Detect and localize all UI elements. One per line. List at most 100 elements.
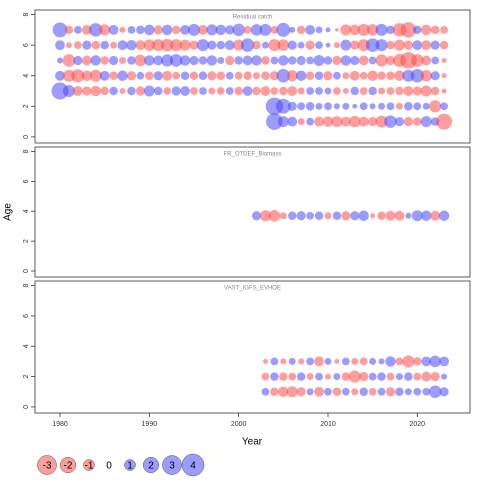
panel-title: VAST_IGFS_EVHOE <box>224 286 281 292</box>
bubble <box>65 42 72 49</box>
y-tick-label: 8 <box>23 284 30 288</box>
bubble <box>385 55 396 66</box>
legend-bubble <box>83 459 95 471</box>
bubble <box>421 24 432 36</box>
bubble <box>73 25 82 34</box>
bubble <box>430 210 441 221</box>
bubble <box>377 387 386 396</box>
bubble <box>441 73 447 79</box>
bubble <box>296 372 306 381</box>
bubble <box>334 358 340 364</box>
bubble <box>313 54 325 66</box>
bubble <box>117 40 128 51</box>
bubble <box>314 116 324 127</box>
bubble <box>250 24 263 36</box>
bubble <box>400 22 417 38</box>
bubble <box>296 211 306 221</box>
bubble <box>395 387 404 397</box>
bubble <box>440 102 448 111</box>
bubble <box>348 370 361 383</box>
bubble <box>386 372 395 381</box>
bubble <box>378 358 385 365</box>
bubble <box>349 115 361 128</box>
bubble <box>215 24 227 36</box>
bubble <box>385 387 396 397</box>
bubble <box>233 39 245 51</box>
legend-label: -2 <box>64 461 73 472</box>
bubble <box>420 116 432 128</box>
bubble <box>341 387 350 396</box>
bubble <box>295 70 307 81</box>
bubble <box>187 23 201 36</box>
bubble <box>100 56 109 65</box>
bubble <box>436 113 453 130</box>
bubble <box>377 372 386 381</box>
bubble <box>349 70 360 81</box>
bubble <box>359 102 368 111</box>
legend-label: 0 <box>106 461 112 472</box>
legend-label: 3 <box>169 461 175 472</box>
bubble <box>287 86 298 96</box>
bubble <box>270 56 279 65</box>
bubble <box>207 40 217 50</box>
bubble <box>134 54 147 67</box>
bubble <box>306 388 314 396</box>
bubble <box>100 40 109 50</box>
bubble <box>377 71 386 80</box>
bubble <box>331 116 343 128</box>
bubble <box>119 88 126 95</box>
bubble <box>385 210 396 221</box>
bubble <box>266 113 283 130</box>
bubble <box>325 27 331 33</box>
bubble <box>324 102 332 111</box>
bubble <box>109 86 118 96</box>
bubble <box>305 24 316 35</box>
bubble <box>126 71 137 81</box>
bubble <box>276 22 291 37</box>
bubble <box>288 372 297 381</box>
bubble <box>440 25 448 34</box>
bubble <box>62 84 75 98</box>
bubble <box>369 357 377 365</box>
bubble <box>126 39 137 51</box>
bubble <box>342 102 350 110</box>
bubble <box>315 102 323 110</box>
bubble <box>315 41 323 50</box>
bubble <box>268 209 281 222</box>
bubble <box>413 25 422 35</box>
bubble <box>99 70 110 81</box>
bubble <box>341 211 351 221</box>
bubble <box>332 211 342 220</box>
bubble <box>287 116 298 127</box>
bubble <box>73 55 83 66</box>
x-tick-label: 1980 <box>52 421 68 428</box>
bubble <box>127 25 136 34</box>
bubble <box>82 40 92 50</box>
bubble <box>314 71 324 80</box>
bubble <box>81 24 92 35</box>
bubble <box>306 117 315 126</box>
bubble <box>296 55 306 66</box>
bubble <box>411 54 424 67</box>
bubble <box>333 71 341 80</box>
bubble <box>422 387 431 396</box>
bubble <box>438 210 450 221</box>
bubble <box>162 70 173 81</box>
bubble <box>199 87 207 95</box>
bubble <box>52 22 68 38</box>
bubble <box>395 357 404 366</box>
y-tick-label: 2 <box>23 239 30 243</box>
bubble <box>420 85 432 97</box>
bubble <box>153 71 163 81</box>
y-tick-label: 4 <box>23 209 30 213</box>
bubble <box>196 39 209 52</box>
y-tick-label: 8 <box>23 13 30 17</box>
bubble <box>72 86 83 96</box>
bubble <box>135 86 146 96</box>
bubble <box>350 40 360 50</box>
bubble <box>359 87 368 95</box>
bubble <box>270 387 279 397</box>
bubble <box>368 116 378 127</box>
bubble <box>136 25 145 35</box>
bubble <box>378 87 386 95</box>
